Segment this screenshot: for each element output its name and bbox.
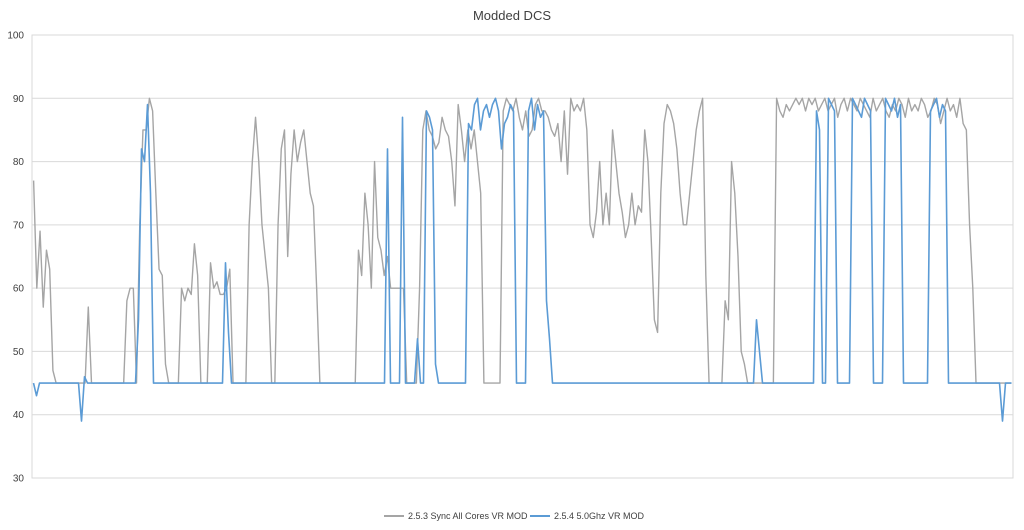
legend-label: 2.5.3 Sync All Cores VR MOD — [408, 511, 528, 521]
series-lines — [32, 97, 1012, 422]
y-tick-label: 30 — [13, 474, 25, 485]
y-tick-label: 70 — [13, 220, 25, 231]
gridlines — [32, 34, 1013, 479]
legend: 2.5.3 Sync All Cores VR MOD 2.5.4 5.0Ghz … — [384, 511, 645, 521]
legend-label: 2.5.4 5.0Ghz VR MOD — [554, 511, 645, 521]
y-tick-label: 50 — [13, 347, 25, 358]
series-line-2 — [32, 97, 1012, 422]
y-tick-label: 90 — [13, 94, 25, 105]
plot-area — [31, 34, 1014, 479]
y-tick-label: 80 — [13, 157, 25, 168]
y-tick-label: 60 — [13, 284, 25, 295]
y-axis-ticks: 30 40 50 60 70 80 90 100 — [7, 31, 24, 485]
chart-title: Modded DCS — [473, 8, 551, 23]
series-line-1 — [32, 97, 1012, 384]
legend-item-2: 2.5.4 5.0Ghz VR MOD — [530, 511, 645, 521]
y-tick-label: 100 — [7, 31, 24, 42]
legend-item-1: 2.5.3 Sync All Cores VR MOD — [384, 511, 528, 521]
y-tick-label: 40 — [13, 410, 25, 421]
